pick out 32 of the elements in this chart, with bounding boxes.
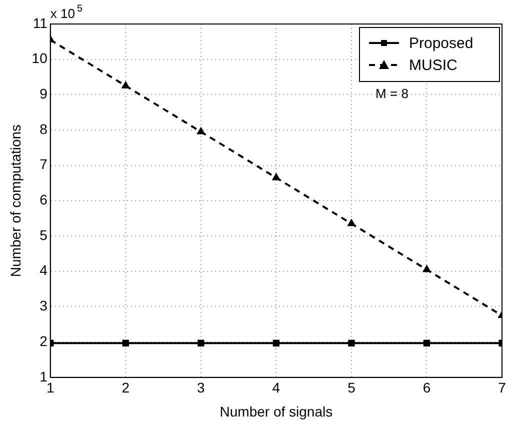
- point: [347, 219, 356, 226]
- y-tick-label: 5: [40, 226, 48, 243]
- point: [122, 81, 130, 88]
- x-tick-label: 4: [272, 380, 280, 396]
- point: [348, 340, 355, 346]
- y-tick-label: 2: [40, 332, 48, 349]
- y-tick-label: 10: [32, 50, 48, 66]
- point: [422, 265, 431, 272]
- legend-label: Proposed: [409, 35, 474, 52]
- y-tick-label: 8: [40, 120, 48, 137]
- x-tick-label: 3: [197, 380, 206, 396]
- point: [272, 340, 280, 346]
- y-tick-label: 11: [32, 14, 48, 31]
- y-tick-label: 1: [40, 368, 48, 384]
- y-tick-label: 4: [40, 262, 48, 278]
- point: [423, 340, 430, 346]
- x-tick-label: 2: [122, 380, 130, 396]
- annotation: M = 8: [376, 86, 408, 102]
- x-tick-label: 5: [348, 380, 356, 396]
- point: [196, 127, 205, 134]
- x-tick-label: 6: [422, 380, 431, 396]
- y-tick-label: 3: [40, 298, 48, 314]
- x-axis-title: Number of signals: [220, 403, 333, 420]
- y-axis-title: Number of computations: [7, 124, 24, 277]
- legend-label: MUSIC: [409, 57, 458, 74]
- point: [122, 340, 129, 346]
- y-tick-label: 9: [40, 86, 48, 102]
- point: [198, 340, 204, 346]
- y-tick-label: 7: [40, 156, 48, 172]
- point: [272, 173, 280, 180]
- x-tick-label: 7: [498, 380, 506, 396]
- y-tick-label: 6: [40, 192, 48, 208]
